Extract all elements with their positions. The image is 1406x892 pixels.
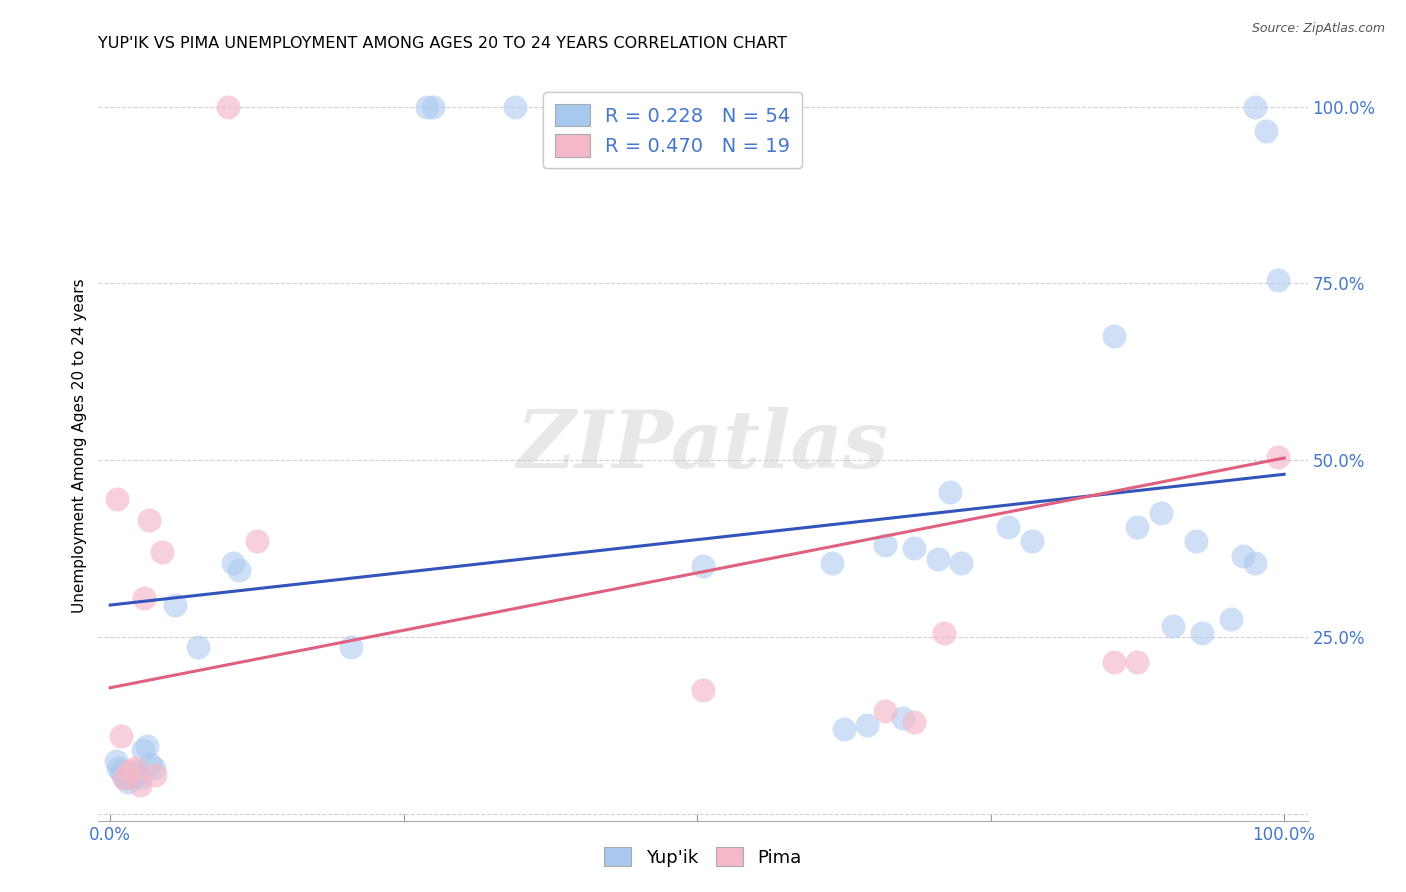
Point: [105, 491, 128, 506]
Point: [163, 598, 186, 612]
Point: [1102, 329, 1125, 343]
Point: [150, 545, 173, 559]
Point: [422, 100, 444, 114]
Point: [139, 757, 162, 772]
Y-axis label: Unemployment Among Ages 20 to 24 years: Unemployment Among Ages 20 to 24 years: [72, 278, 87, 614]
Point: [128, 778, 150, 792]
Point: [856, 718, 879, 732]
Point: [114, 771, 136, 785]
Point: [246, 534, 269, 549]
Point: [1232, 549, 1254, 563]
Point: [217, 100, 239, 114]
Point: [416, 100, 439, 114]
Point: [187, 640, 209, 655]
Point: [873, 538, 896, 552]
Point: [1021, 534, 1043, 549]
Point: [132, 743, 155, 757]
Point: [117, 774, 139, 789]
Point: [128, 771, 150, 785]
Point: [503, 100, 526, 114]
Point: [112, 771, 135, 785]
Legend: R = 0.228   N = 54, R = 0.470   N = 19: R = 0.228 N = 54, R = 0.470 N = 19: [543, 92, 803, 169]
Point: [832, 722, 855, 736]
Point: [110, 729, 132, 743]
Point: [118, 764, 141, 779]
Point: [1267, 450, 1289, 464]
Point: [228, 563, 250, 577]
Point: [107, 761, 129, 775]
Point: [903, 714, 925, 729]
Point: [950, 556, 973, 570]
Text: ZIPatlas: ZIPatlas: [517, 408, 889, 484]
Point: [1126, 655, 1149, 669]
Point: [821, 556, 844, 570]
Point: [927, 552, 949, 566]
Point: [105, 754, 128, 768]
Point: [1220, 612, 1243, 626]
Point: [127, 767, 149, 781]
Text: YUP'IK VS PIMA UNEMPLOYMENT AMONG AGES 20 TO 24 YEARS CORRELATION CHART: YUP'IK VS PIMA UNEMPLOYMENT AMONG AGES 2…: [98, 36, 787, 51]
Point: [222, 556, 245, 570]
Point: [142, 761, 165, 775]
Point: [1256, 124, 1278, 138]
Point: [1185, 534, 1208, 549]
Point: [692, 682, 714, 697]
Point: [1161, 619, 1184, 633]
Point: [1102, 655, 1125, 669]
Point: [903, 541, 925, 556]
Point: [891, 711, 914, 725]
Point: [124, 761, 146, 775]
Point: [120, 767, 142, 781]
Point: [1243, 100, 1265, 114]
Point: [938, 485, 960, 500]
Point: [873, 704, 896, 718]
Point: [135, 739, 157, 754]
Point: [1243, 556, 1265, 570]
Point: [143, 767, 166, 781]
Point: [932, 626, 955, 640]
Point: [121, 771, 143, 785]
Point: [692, 559, 714, 574]
Point: [340, 640, 363, 655]
Point: [134, 591, 156, 605]
Point: [112, 767, 135, 781]
Point: [124, 764, 146, 779]
Text: Source: ZipAtlas.com: Source: ZipAtlas.com: [1251, 22, 1385, 36]
Legend: Yup'ik, Pima: Yup'ik, Pima: [598, 840, 808, 874]
Point: [138, 513, 160, 527]
Point: [110, 764, 132, 779]
Point: [1150, 506, 1173, 520]
Point: [1126, 520, 1149, 534]
Point: [1267, 273, 1289, 287]
Point: [1191, 626, 1213, 640]
Point: [997, 520, 1019, 534]
